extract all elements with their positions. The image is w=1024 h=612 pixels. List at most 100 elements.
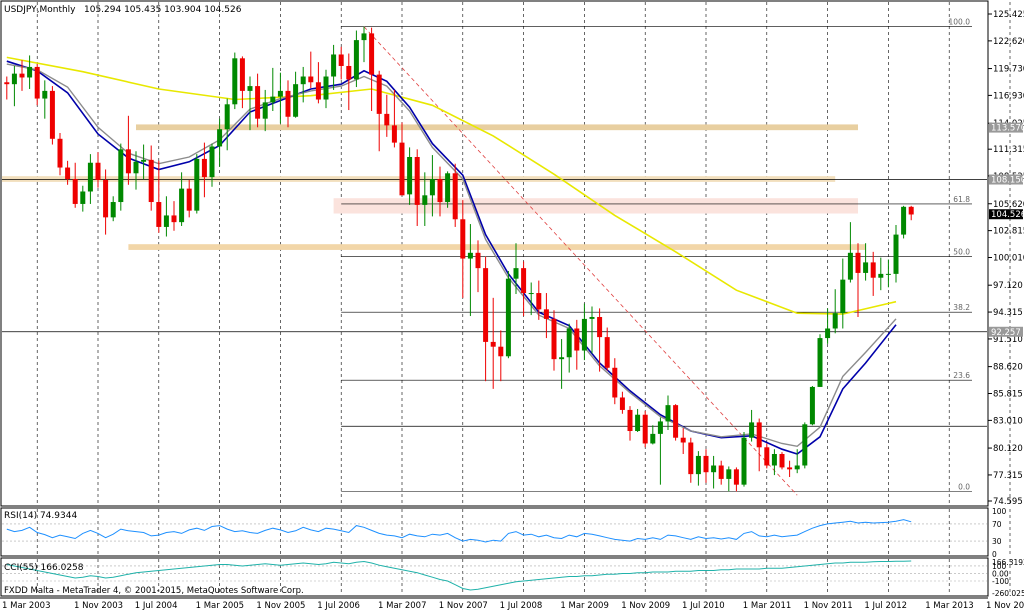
candle-body bbox=[262, 102, 268, 119]
x-tick-label: 1 Jul 2006 bbox=[317, 601, 360, 611]
candle-body bbox=[695, 455, 701, 475]
candle-body bbox=[34, 66, 40, 99]
candle-body bbox=[72, 179, 78, 204]
candle-body bbox=[680, 437, 686, 443]
price-label-box bbox=[989, 122, 1023, 133]
y-tick-label: 111.315 bbox=[993, 145, 1024, 155]
y-tick-label: 100.010 bbox=[993, 254, 1024, 264]
candle-body bbox=[4, 82, 10, 85]
candle-body bbox=[756, 422, 762, 448]
candle-body bbox=[612, 367, 618, 398]
candle-body bbox=[399, 142, 405, 196]
candle-body bbox=[255, 86, 261, 119]
fib-level-label: 100.0 bbox=[949, 18, 971, 27]
candle-body bbox=[885, 273, 891, 275]
candle-body bbox=[285, 90, 291, 117]
candle-body bbox=[80, 191, 86, 204]
candle-body bbox=[224, 104, 230, 130]
y-tick-label: 94.315 bbox=[993, 308, 1023, 318]
candle-body bbox=[741, 437, 747, 485]
fib-level-label: 0.0 bbox=[958, 482, 970, 491]
candle-body bbox=[855, 252, 861, 273]
rsi-tick-label: 70 bbox=[992, 520, 1002, 529]
candle-body bbox=[110, 202, 116, 218]
candle-body bbox=[513, 268, 519, 279]
candle-body bbox=[802, 424, 808, 466]
x-tick-label: 1 Jul 2012 bbox=[864, 601, 907, 611]
candle-body bbox=[498, 346, 504, 357]
candle-body bbox=[688, 442, 694, 475]
candle-body bbox=[566, 328, 572, 358]
moving-average-line bbox=[6, 63, 897, 448]
candle-body bbox=[331, 54, 337, 77]
candle-body bbox=[353, 40, 359, 80]
candle-body bbox=[171, 215, 177, 223]
candle-body bbox=[817, 338, 823, 387]
candle-body bbox=[247, 86, 253, 91]
cci-tick-label: 0.00 bbox=[992, 569, 1009, 578]
candle-body bbox=[57, 138, 63, 168]
x-tick-label: 1 Nov 2007 bbox=[439, 601, 488, 611]
candle-body bbox=[711, 465, 717, 473]
candle-body bbox=[483, 268, 489, 342]
candle-body bbox=[794, 465, 800, 470]
candle-body bbox=[673, 405, 679, 438]
candle-body bbox=[323, 76, 329, 100]
candle-body bbox=[133, 161, 139, 174]
candle-body bbox=[376, 74, 382, 114]
candle-body bbox=[437, 179, 443, 203]
candle-body bbox=[422, 195, 428, 205]
candle-body bbox=[19, 73, 25, 78]
candle-body bbox=[194, 158, 200, 211]
candle-body bbox=[832, 313, 838, 329]
x-tick-label: 1 Mar 2013 bbox=[925, 601, 973, 611]
candle-body bbox=[315, 82, 321, 100]
candle-body bbox=[429, 179, 435, 196]
candle-body bbox=[650, 433, 656, 444]
candle-body bbox=[908, 206, 914, 215]
candle-body bbox=[346, 65, 352, 80]
rsi-panel[interactable]: 100 70 30 0 RSI(14) 74.9344 bbox=[0, 507, 1011, 559]
candle-body bbox=[11, 73, 17, 85]
x-tick-label: 1 Nov 2011 bbox=[804, 601, 853, 611]
candle-body bbox=[270, 96, 276, 103]
candle-body bbox=[779, 454, 785, 468]
cci-grid bbox=[2, 559, 1011, 595]
x-tick-label: 1 Mar 2007 bbox=[378, 601, 426, 611]
candle-body bbox=[490, 341, 496, 347]
candle-body bbox=[733, 469, 739, 485]
price-label-text: 92.257 bbox=[991, 328, 1021, 338]
candle-body bbox=[764, 447, 770, 466]
price-label-text: 108.150 bbox=[991, 176, 1024, 186]
main-price-panel[interactable]: 100.0 61.8 50.0 38.2 23.6 0.0 125.425 122.620 1… bbox=[0, 0, 1024, 507]
candle-body bbox=[414, 156, 420, 205]
fib-level-label: 23.6 bbox=[953, 371, 970, 380]
candle-body bbox=[391, 125, 397, 143]
footer-copyright: FXDD Malta - MetaTrader 4, © 2001-2015, … bbox=[4, 586, 304, 596]
candle-body bbox=[665, 405, 671, 422]
y-tick-label: 102.815 bbox=[993, 227, 1024, 237]
rsi-title: RSI(14) 74.9344 bbox=[4, 511, 77, 521]
candle-body bbox=[277, 90, 283, 97]
chart-title: USDJPY,Monthly bbox=[4, 5, 76, 15]
candle-body bbox=[361, 33, 367, 41]
cci-series bbox=[6, 560, 912, 591]
candle-body bbox=[840, 279, 846, 314]
candle-body bbox=[574, 328, 580, 351]
main-panel-frame bbox=[0, 0, 989, 507]
candle-body bbox=[536, 293, 542, 310]
rsi-series bbox=[6, 519, 912, 543]
candle-body bbox=[369, 33, 375, 75]
price-labels: 113.570 108.150 104.526 92.257 bbox=[989, 122, 1024, 338]
rsi-tick-label: 0 bbox=[992, 550, 997, 559]
price-label-box bbox=[989, 326, 1023, 337]
x-tick-label: 1 Nov 2003 bbox=[74, 601, 123, 611]
x-tick-label: 1 Mar 2003 bbox=[2, 601, 50, 611]
candle-body bbox=[308, 76, 314, 83]
candle-body bbox=[293, 84, 299, 117]
rsi-line bbox=[6, 519, 912, 543]
candle-body bbox=[559, 357, 565, 360]
x-tick-label: 1 Jul 2010 bbox=[682, 601, 725, 611]
fibonacci-retracement: 100.0 61.8 50.0 38.2 23.6 0.0 bbox=[341, 18, 972, 492]
